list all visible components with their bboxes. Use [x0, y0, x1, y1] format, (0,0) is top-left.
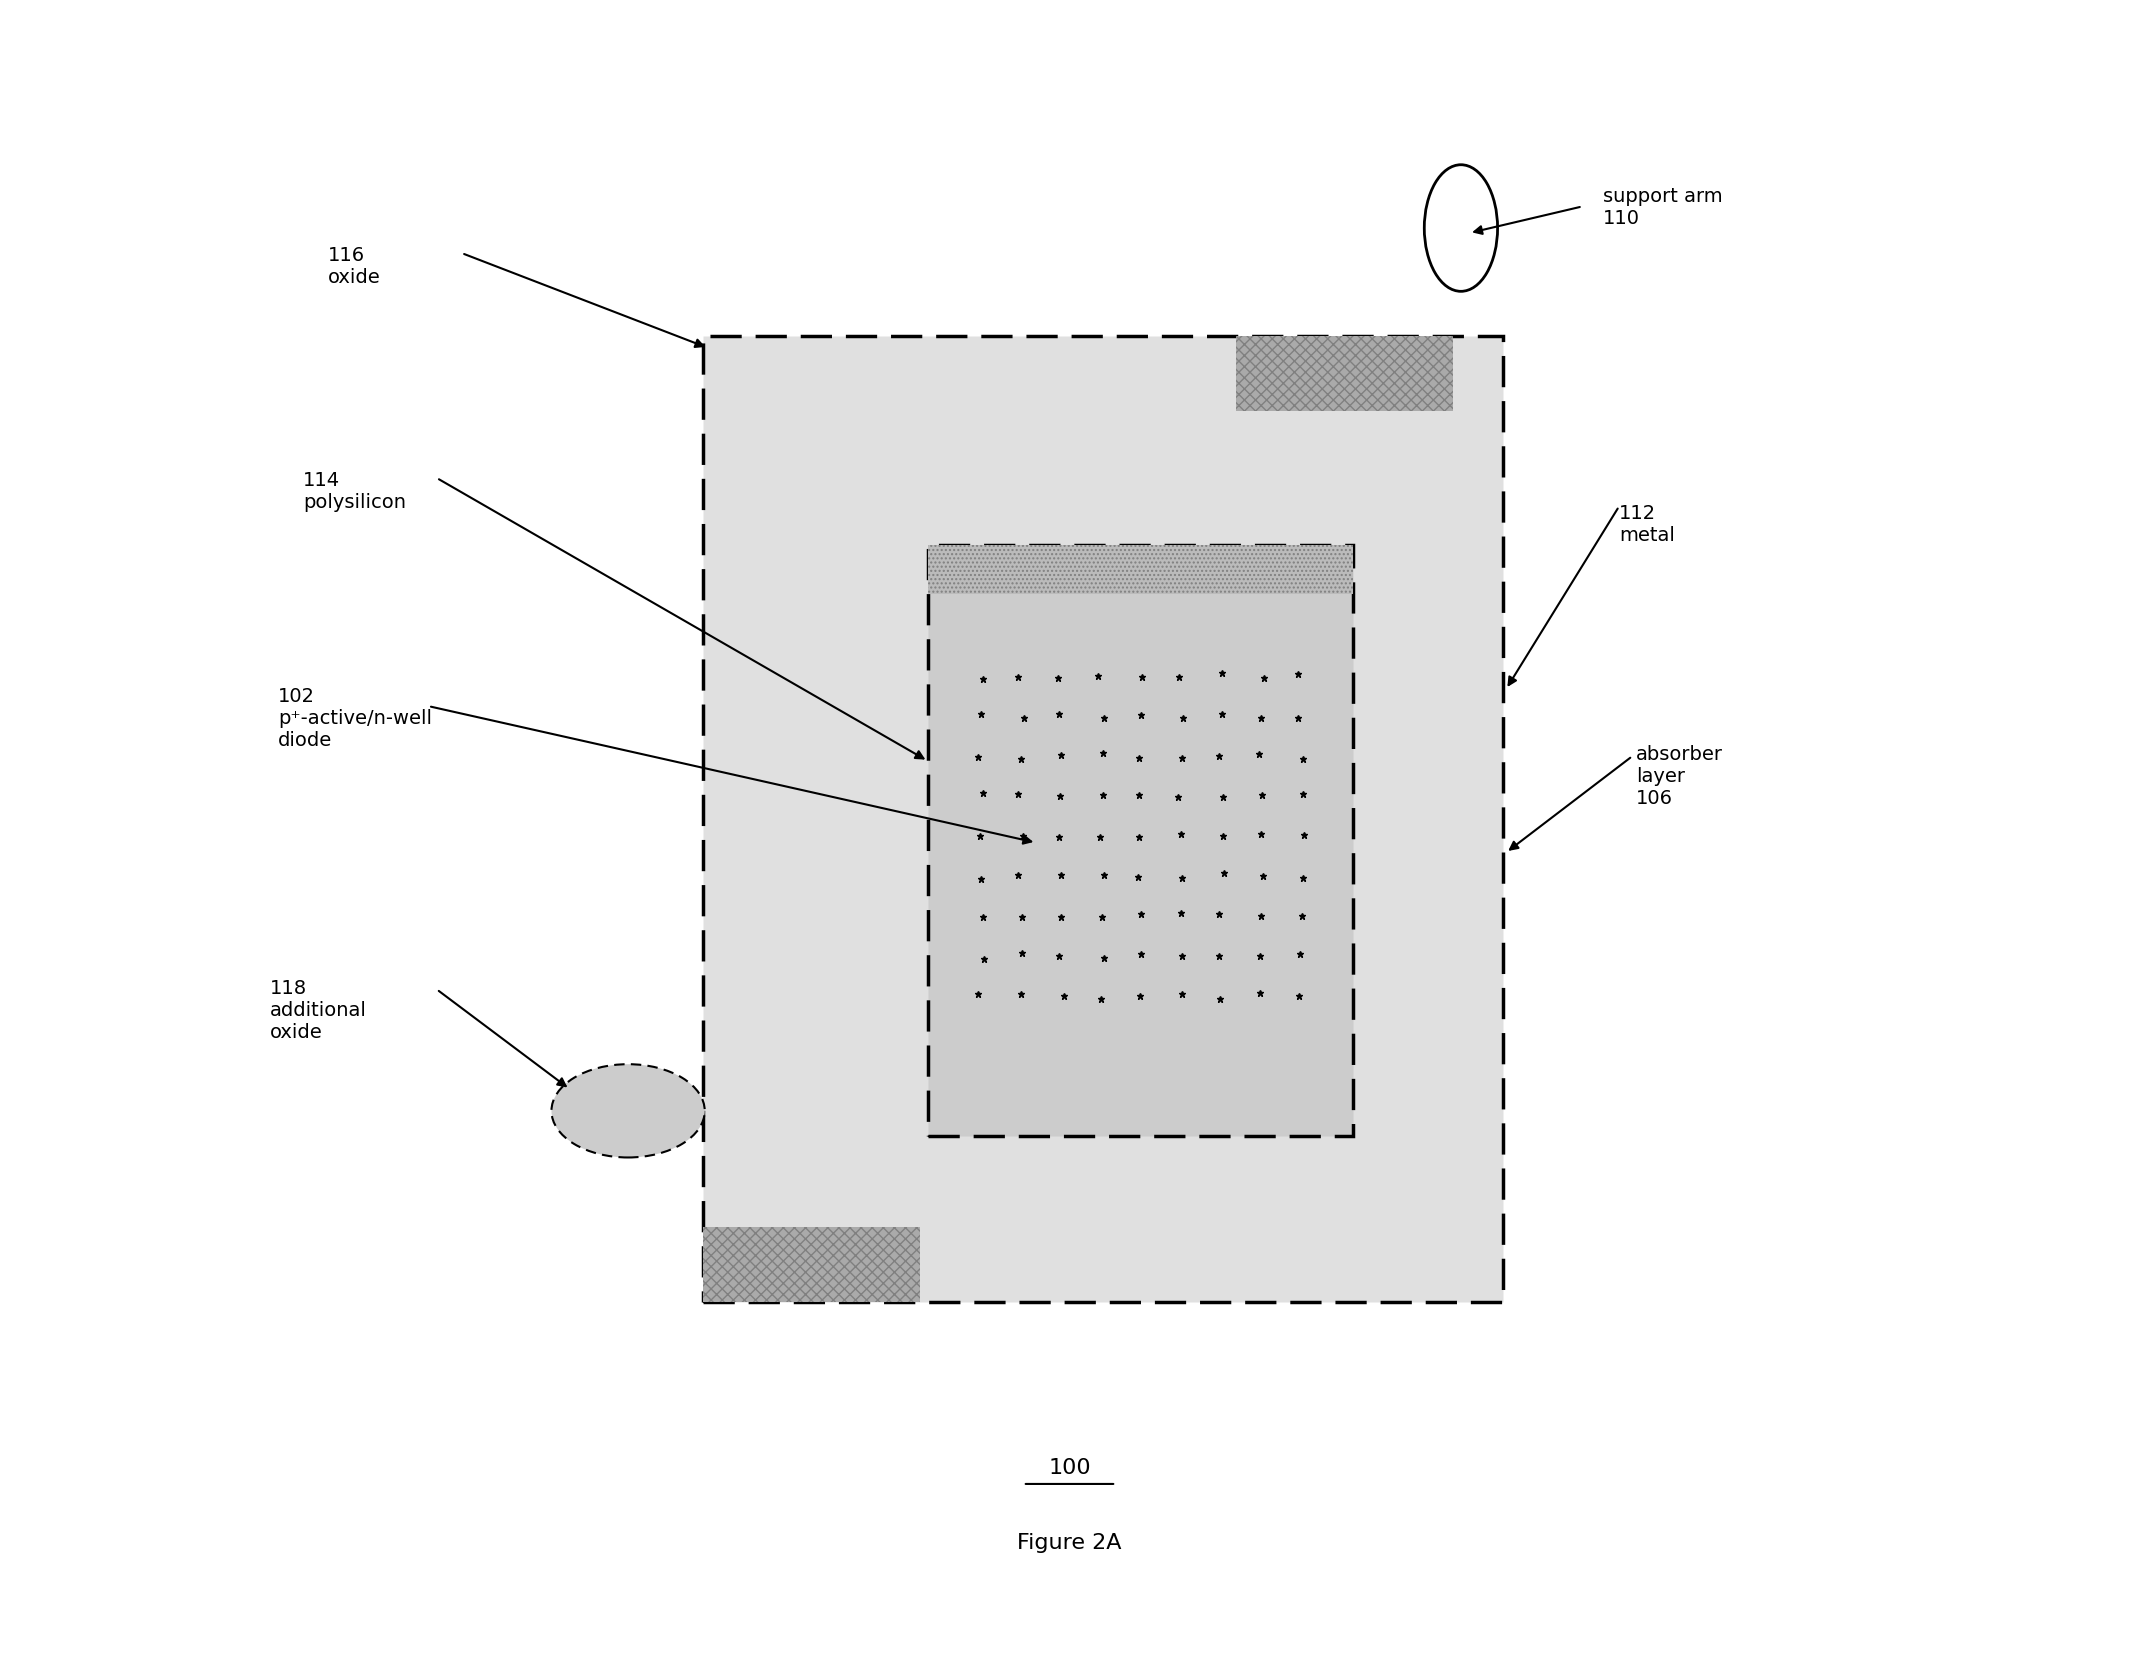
Bar: [928, 545, 1352, 596]
Text: 114
polysilicon: 114 polysilicon: [304, 470, 406, 512]
Text: support arm
110: support arm 110: [1602, 187, 1722, 228]
Ellipse shape: [552, 1064, 704, 1158]
Text: 116
oxide: 116 oxide: [327, 246, 381, 286]
Bar: [928, 545, 1352, 1136]
Text: 100: 100: [1048, 1457, 1091, 1477]
Text: absorber
layer
106: absorber layer 106: [1636, 744, 1722, 808]
Text: 102
p⁺-active/n-well
diode: 102 p⁺-active/n-well diode: [278, 686, 432, 750]
Bar: [704, 1228, 920, 1303]
Text: 112
metal: 112 metal: [1619, 504, 1675, 544]
Bar: [704, 336, 1502, 1303]
Text: Figure 2A: Figure 2A: [1018, 1532, 1121, 1553]
Text: 118
additional
oxide: 118 additional oxide: [270, 979, 368, 1041]
Bar: [1236, 336, 1452, 412]
Ellipse shape: [1425, 166, 1497, 293]
